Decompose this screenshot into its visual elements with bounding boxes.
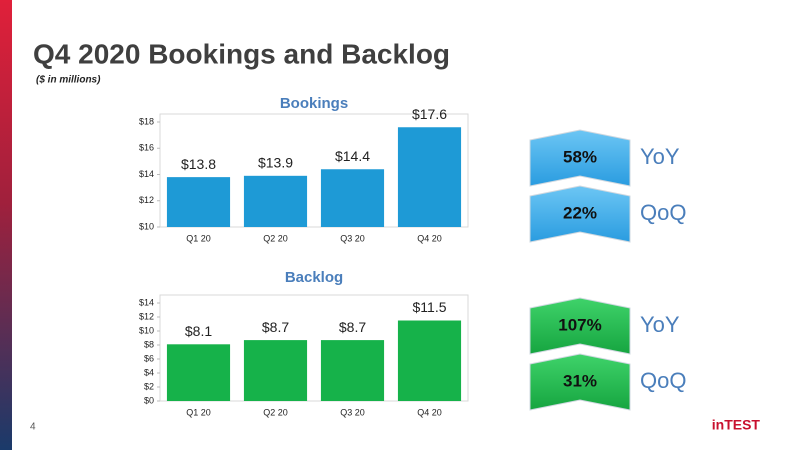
- subtitle: ($ in millions): [36, 75, 101, 86]
- bar: [320, 340, 385, 401]
- x-tick-label: Q2 20: [263, 407, 288, 417]
- value-label: $14.4: [335, 148, 370, 164]
- bar: [243, 175, 308, 227]
- badge-chevron: [529, 353, 631, 411]
- value-label: $13.9: [258, 155, 293, 171]
- y-tick-label: $12: [139, 195, 154, 205]
- badge-label: QoQ: [640, 200, 686, 225]
- y-tick-label: $14: [139, 169, 154, 179]
- x-tick-label: Q1 20: [186, 407, 211, 417]
- x-tick-label: Q3 20: [340, 233, 365, 243]
- badge-chevron: [529, 297, 631, 355]
- x-tick-label: Q4 20: [417, 233, 442, 243]
- badge-chevron: [529, 129, 631, 187]
- y-tick-label: $6: [144, 353, 154, 363]
- value-label: $8.1: [185, 323, 212, 339]
- badge-value: 31%: [563, 371, 597, 390]
- value-label: $8.7: [262, 319, 289, 335]
- value-label: $17.6: [412, 106, 447, 122]
- y-tick-label: $18: [139, 116, 154, 126]
- side-stripe: [0, 0, 12, 450]
- badge-value: 22%: [563, 203, 597, 222]
- x-tick-label: Q1 20: [186, 233, 211, 243]
- logo: inTEST: [712, 417, 761, 433]
- y-tick-label: $10: [139, 325, 154, 335]
- y-tick-label: $2: [144, 381, 154, 391]
- y-tick-label: $10: [139, 221, 154, 231]
- y-tick-label: $0: [144, 395, 154, 405]
- chart-title: Backlog: [285, 269, 343, 286]
- page-number: 4: [30, 422, 36, 433]
- bar: [243, 340, 308, 401]
- plot-frame: [159, 113, 469, 228]
- plot-frame: [159, 294, 469, 402]
- bar: [166, 177, 231, 227]
- badge-value: 107%: [558, 315, 601, 334]
- badge-label: YoY: [640, 144, 680, 169]
- y-tick-label: $12: [139, 311, 154, 321]
- value-label: $11.5: [413, 299, 447, 315]
- bar: [397, 127, 462, 227]
- value-label: $13.8: [181, 156, 216, 172]
- badge-value: 58%: [563, 147, 597, 166]
- y-tick-label: $16: [139, 143, 154, 153]
- bar: [397, 320, 462, 401]
- bar: [320, 169, 385, 227]
- chart-title: Bookings: [280, 95, 348, 112]
- y-tick-label: $8: [144, 339, 154, 349]
- slide-title: Q4 2020 Bookings and Backlog: [33, 38, 450, 69]
- bar: [166, 344, 231, 401]
- x-tick-label: Q3 20: [340, 407, 365, 417]
- y-tick-label: $14: [139, 297, 154, 307]
- value-label: $8.7: [339, 319, 366, 335]
- x-tick-label: Q2 20: [263, 233, 288, 243]
- badge-label: YoY: [640, 312, 680, 337]
- badge-chevron: [529, 185, 631, 243]
- badge-label: QoQ: [640, 368, 686, 393]
- y-tick-label: $4: [144, 367, 154, 377]
- x-tick-label: Q4 20: [417, 407, 442, 417]
